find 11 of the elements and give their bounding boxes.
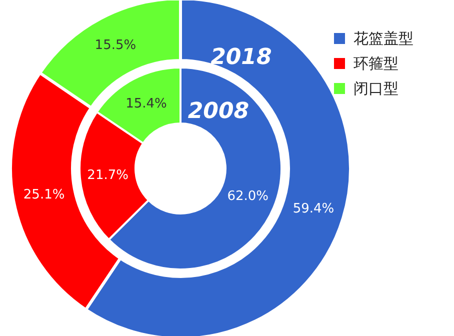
legend-label: 花篮盖型 <box>354 30 414 48</box>
legend-label: 环箍型 <box>354 54 398 72</box>
data-label: 25.1% <box>23 187 65 202</box>
data-label: 59.4% <box>292 201 334 216</box>
slice-label: 2008 <box>188 98 250 124</box>
data-label: 15.5% <box>94 38 136 54</box>
data-label: 15.4% <box>126 96 167 112</box>
data-label: 21.7% <box>87 168 128 183</box>
legend-label: 闭口型 <box>354 80 398 98</box>
data-label: 62.0% <box>227 189 269 204</box>
slice-label: 2018 <box>210 45 272 70</box>
